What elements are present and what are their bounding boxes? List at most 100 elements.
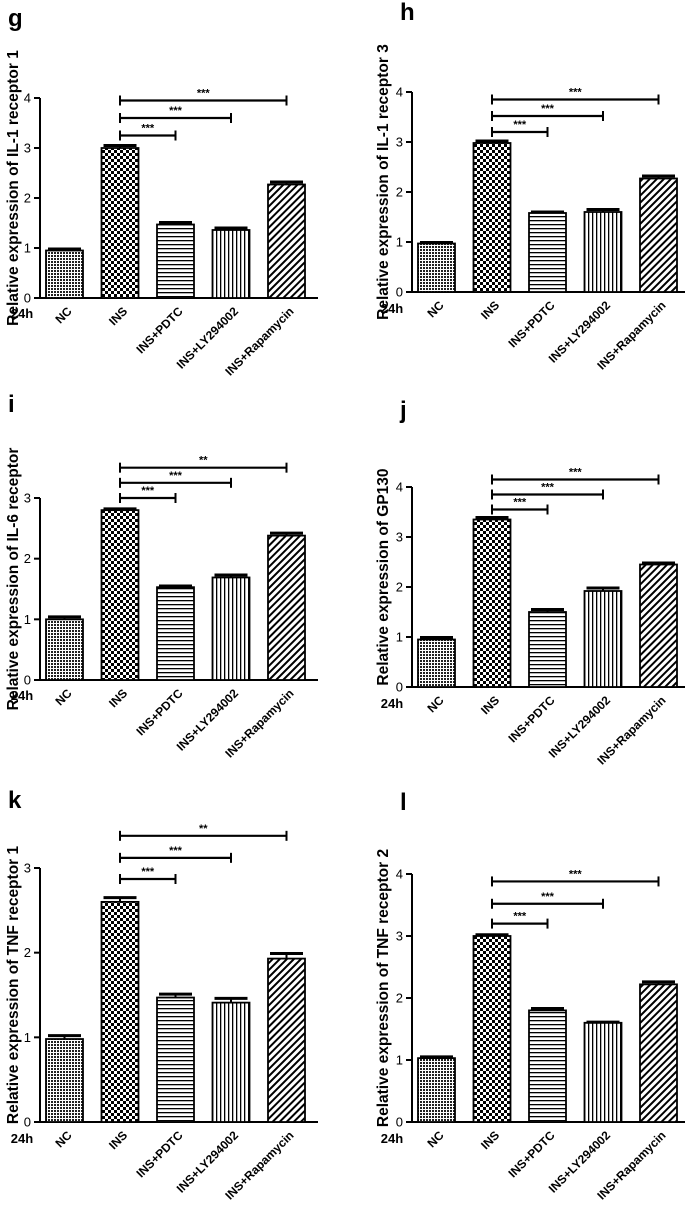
y-tick-label: 0 <box>24 291 31 306</box>
bar-ins-pdtc <box>156 586 195 681</box>
y-axis-label: Relative expression of IL-6 receptor <box>5 448 22 711</box>
y-axis-label: Relative expression of IL-1 receptor 1 <box>5 50 22 326</box>
significance-label: *** <box>569 87 583 99</box>
y-tick-label: 1 <box>24 612 31 627</box>
chart-panel-h: h Relative expression of IL-1 receptor 3 0… <box>375 0 685 373</box>
y-tick-label: 4 <box>396 867 403 882</box>
category-label: INS <box>106 686 130 710</box>
bar-ins-rapamycin <box>267 183 306 299</box>
y-tick-label: 3 <box>396 135 403 150</box>
bar-ins <box>472 518 512 688</box>
y-tick-label: 0 <box>396 285 403 300</box>
significance-label: *** <box>141 485 155 497</box>
y-tick-label: 4 <box>396 85 403 100</box>
significance-label: ** <box>199 455 208 467</box>
panel-letter: l <box>400 789 407 816</box>
category-label: NC <box>52 1128 74 1150</box>
significance-label: *** <box>541 482 555 494</box>
category-label: NC <box>424 693 446 715</box>
significance-label: *** <box>569 868 583 880</box>
y-tick-label: 2 <box>24 945 31 960</box>
significance-label: ** <box>199 823 208 835</box>
category-label: NC <box>424 298 446 320</box>
significance-label: *** <box>169 470 183 482</box>
bar-ins-ly294002 <box>211 1001 251 1123</box>
y-tick-label: 3 <box>24 141 31 156</box>
bar-ins-rapamycin <box>267 534 306 681</box>
significance-label: *** <box>513 497 527 509</box>
chart-panel-l: l Relative expression of TNF receptor 2 0 1… <box>375 789 685 1203</box>
bar-ins-pdtc <box>528 1009 567 1123</box>
y-tick-label: 3 <box>396 929 403 944</box>
y-tick-label: 3 <box>396 530 403 545</box>
chart-panel-i: i Relative expression of IL-6 receptor 0 1 2… <box>5 391 318 761</box>
y-axis-label: Relative expression of IL-1 receptor 3 <box>375 44 392 320</box>
category-label: NC <box>52 304 74 326</box>
y-tick-label: 2 <box>24 551 31 566</box>
bar-ins-pdtc <box>528 212 567 293</box>
bar-ins-pdtc <box>156 996 195 1123</box>
category-label: INS <box>106 1128 130 1152</box>
category-label: INS <box>106 304 130 328</box>
panel-letter: h <box>400 0 415 26</box>
y-axis-label: Relative expression of TNF receptor 2 <box>375 849 392 1127</box>
significance-label: *** <box>197 88 211 100</box>
y-tick-label: 1 <box>24 241 31 256</box>
y-tick-label: 4 <box>396 480 403 495</box>
y-tick-label: 0 <box>24 673 31 688</box>
category-label: INS+PDTC <box>506 1128 558 1180</box>
panel-letter: i <box>8 391 15 418</box>
y-tick-label: 1 <box>396 630 403 645</box>
y-axis-label: Relative expression of GP130 <box>375 468 392 685</box>
bar-ins-ly294002 <box>583 211 623 293</box>
category-label: INS <box>478 298 502 322</box>
significance-label: *** <box>141 866 155 878</box>
bar-ins-pdtc <box>528 611 567 688</box>
time-point-label: 24h <box>381 301 403 316</box>
bar-ins-rapamycin <box>639 177 678 293</box>
bar-ins-rapamycin <box>639 563 678 688</box>
category-label: INS+PDTC <box>134 1128 186 1180</box>
category-label: INS+PDTC <box>506 693 558 745</box>
significance-label: *** <box>541 103 555 115</box>
significance-label: *** <box>169 105 183 117</box>
bar-nc <box>417 242 456 293</box>
bar-ins <box>100 147 140 299</box>
bar-ins-ly294002 <box>583 1021 623 1123</box>
time-point-label: 24h <box>381 696 403 711</box>
bar-ins <box>100 900 140 1123</box>
significance-label: *** <box>513 911 527 923</box>
bar-ins-pdtc <box>156 223 195 299</box>
y-tick-label: 0 <box>24 1115 31 1130</box>
y-axis-label: Relative expression of TNF receptor 1 <box>5 846 22 1125</box>
bar-ins <box>472 935 512 1123</box>
time-point-label: 24h <box>381 1131 403 1146</box>
bar-ins <box>472 142 512 293</box>
category-label: INS <box>478 1128 502 1152</box>
category-label: INS <box>478 693 502 717</box>
time-point-label: 24h <box>11 688 33 703</box>
bar-ins-ly294002 <box>211 576 251 681</box>
bar-nc <box>45 249 84 299</box>
bar-ins-ly294002 <box>211 229 251 299</box>
y-tick-label: 3 <box>24 491 31 506</box>
y-tick-label: 4 <box>24 91 31 106</box>
y-tick-label: 1 <box>396 1053 403 1068</box>
panel-letter: g <box>8 5 23 32</box>
bar-ins <box>100 509 140 681</box>
y-tick-label: 0 <box>396 1115 403 1130</box>
significance-label: *** <box>569 467 583 479</box>
bar-nc <box>417 1057 456 1123</box>
bar-nc <box>45 1038 84 1123</box>
category-label: INS+PDTC <box>134 304 186 356</box>
chart-panel-j: j Relative expression of GP130 0 1 2 3 4 24h NC I… <box>375 397 685 768</box>
bar-nc <box>45 618 84 681</box>
category-label: NC <box>52 686 74 708</box>
bar-ins-rapamycin <box>639 983 678 1123</box>
significance-label: *** <box>141 123 155 135</box>
category-label: INS+PDTC <box>506 298 558 350</box>
significance-label: *** <box>169 845 183 857</box>
time-point-label: 24h <box>11 306 33 321</box>
panel-letter: j <box>399 397 407 424</box>
